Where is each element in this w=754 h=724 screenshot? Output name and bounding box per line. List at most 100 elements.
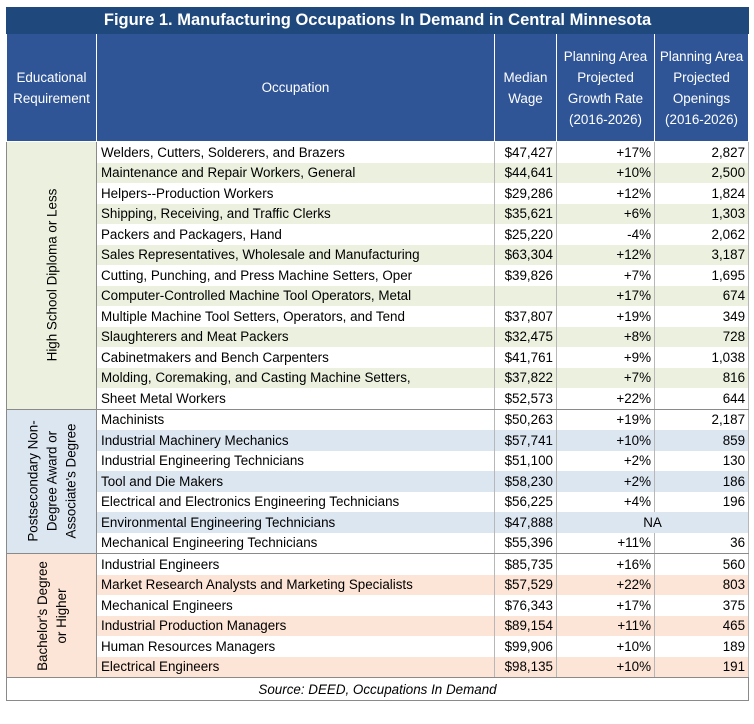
openings-cell: 803	[653, 574, 750, 595]
occupation-cell: Industrial Engineering Technicians	[96, 450, 495, 471]
occupation-cell: Industrial Machinery Mechanics	[96, 430, 495, 451]
median-wage-cell: $63,304	[494, 244, 557, 265]
median-wage-cell: $89,154	[494, 615, 557, 636]
occupation-cell: Sales Representatives, Wholesale and Man…	[96, 244, 495, 265]
openings-cell: 644	[653, 388, 750, 410]
table-row: Slaughterers and Meat Packers $32,475 +8% 7…	[7, 326, 750, 347]
openings-cell: 130	[653, 450, 750, 471]
occupation-cell: Helpers--Production Workers	[96, 183, 495, 204]
table-row: Market Research Analysts and Marketing S…	[7, 574, 750, 595]
openings-cell: 349	[653, 306, 750, 327]
growth-rate-cell: +19%	[556, 409, 655, 430]
table-row: Human Resources Managers $99,906 +10% 189	[7, 636, 750, 657]
table-row: Molding, Coremaking, and Casting Machine…	[7, 367, 750, 388]
growth-rate-cell: -4%	[556, 224, 655, 245]
table-row: Sheet Metal Workers $52,573 +22% 644	[7, 388, 750, 410]
median-wage-cell: $35,621	[494, 203, 557, 224]
occupation-cell: Computer-Controlled Machine Tool Operato…	[96, 285, 495, 306]
column-header-openings: Planning Area Projected Openings (2016-2…	[653, 33, 750, 142]
median-wage-cell: $39,826	[494, 265, 557, 286]
education-group-text: High School Diploma or Less	[42, 189, 61, 362]
openings-cell: 728	[653, 326, 750, 347]
occupation-cell: Mechanical Engineers	[96, 595, 495, 616]
education-group-line: High School Diploma or Less	[44, 188, 59, 362]
growth-rate-cell: +2%	[556, 471, 655, 492]
median-wage-cell: $41,761	[494, 347, 557, 368]
occupation-cell: Electrical and Electronics Engineering T…	[96, 491, 495, 512]
openings-cell: 191	[653, 656, 750, 678]
occupation-cell: Machinists	[96, 409, 495, 430]
occupation-cell: Cabinetmakers and Bench Carpenters	[96, 347, 495, 368]
median-wage-cell: $29,286	[494, 183, 557, 204]
growth-rate-cell: +6%	[556, 203, 655, 224]
education-group-line: Postsecondary Non-	[25, 420, 40, 542]
education-group-text: Postsecondary Non- Degree Award or Associa…	[23, 421, 80, 542]
occupation-cell: Slaughterers and Meat Packers	[96, 326, 495, 347]
column-header-occupation: Occupation	[96, 33, 495, 142]
median-wage-cell: $76,343	[494, 595, 557, 616]
occupation-cell: Maintenance and Repair Workers, General	[96, 162, 495, 183]
table-row: Industrial Engineering Technicians $51,10…	[7, 450, 750, 471]
education-group-label: High School Diploma or Less	[6, 141, 97, 410]
median-wage-cell: $52,573	[494, 388, 557, 410]
table-row: Electrical Engineers $98,135 +10% 191	[7, 656, 750, 678]
table-row: Shipping, Receiving, and Traffic Clerks $…	[7, 203, 750, 224]
occupation-cell: Electrical Engineers	[96, 656, 495, 678]
table-row: Cabinetmakers and Bench Carpenters $41,76…	[7, 347, 750, 368]
growth-rate-cell: +12%	[556, 183, 655, 204]
education-group-line: Associate's Degree	[63, 423, 78, 539]
openings-cell: 2,827	[653, 141, 750, 163]
table-row: Environmental Engineering Technicians $47…	[7, 512, 750, 533]
table-row: Mechanical Engineering Technicians $55,39…	[7, 532, 750, 554]
table-row: Electrical and Electronics Engineering T…	[7, 491, 750, 512]
table-row: Helpers--Production Workers $29,286 +12% 1,…	[7, 183, 750, 204]
occupation-cell: Welders, Cutters, Solderers, and Brazers	[96, 141, 495, 163]
education-group-label: Bachelor's Degree or Higher	[6, 553, 97, 678]
table-row: Sales Representatives, Wholesale and Man…	[7, 244, 750, 265]
openings-cell: 816	[653, 367, 750, 388]
occupation-cell: Packers and Packagers, Hand	[96, 224, 495, 245]
median-wage-cell: $58,230	[494, 471, 557, 492]
openings-cell: 2,062	[653, 224, 750, 245]
table-row: High School Diploma or Less Welders, Cutt…	[6, 141, 750, 410]
openings-cell: 196	[653, 491, 750, 512]
openings-cell: 1,303	[653, 203, 750, 224]
openings-cell: 1,824	[653, 183, 750, 204]
occupation-cell: Mechanical Engineering Technicians	[96, 532, 495, 554]
table-row: Cutting, Punching, and Press Machine Set…	[7, 265, 750, 286]
growth-rate-cell: +10%	[556, 656, 655, 678]
growth-rate-cell: +10%	[556, 430, 655, 451]
openings-cell: 859	[653, 430, 750, 451]
growth-rate-cell: +17%	[556, 141, 655, 163]
growth-rate-cell: +8%	[556, 326, 655, 347]
growth-rate-cell: +17%	[556, 595, 655, 616]
median-wage-cell: $37,822	[494, 367, 557, 388]
occupation-cell: Environmental Engineering Technicians	[96, 512, 495, 533]
growth-rate-cell: +22%	[556, 388, 655, 410]
education-group-line: Degree Award or	[44, 431, 59, 532]
growth-rate-cell: +16%	[556, 553, 655, 575]
growth-rate-cell: +11%	[556, 615, 655, 636]
occupation-cell: Molding, Coremaking, and Casting Machine…	[96, 367, 495, 388]
median-wage-cell: $32,475	[494, 326, 557, 347]
openings-cell: 560	[653, 553, 750, 575]
table-row: Industrial Machinery Mechanics $57,741 +10…	[7, 430, 750, 451]
education-group-line: Bachelor's Degree	[34, 560, 50, 671]
growth-rate-cell: +17%	[556, 285, 655, 306]
median-wage-cell: $85,735	[494, 553, 557, 575]
growth-rate-cell: +10%	[556, 162, 655, 183]
growth-rate-cell: +12%	[556, 244, 655, 265]
growth-rate-cell: +10%	[556, 636, 655, 657]
median-wage-cell: $57,741	[494, 430, 557, 451]
median-wage-cell: $37,807	[494, 306, 557, 327]
occupation-cell: Cutting, Punching, and Press Machine Set…	[96, 265, 495, 286]
median-wage-cell: $57,529	[494, 574, 557, 595]
median-wage-cell: $47,427	[494, 141, 557, 163]
median-wage-cell: $25,220	[494, 224, 557, 245]
growth-rate-cell: +19%	[556, 306, 655, 327]
openings-cell: 186	[653, 471, 750, 492]
openings-cell: 674	[653, 285, 750, 306]
table-title: Figure 1. Manufacturing Occupations In D…	[5, 7, 750, 34]
median-wage-cell: $55,396	[494, 532, 557, 554]
median-wage-cell: $50,263	[494, 409, 557, 430]
